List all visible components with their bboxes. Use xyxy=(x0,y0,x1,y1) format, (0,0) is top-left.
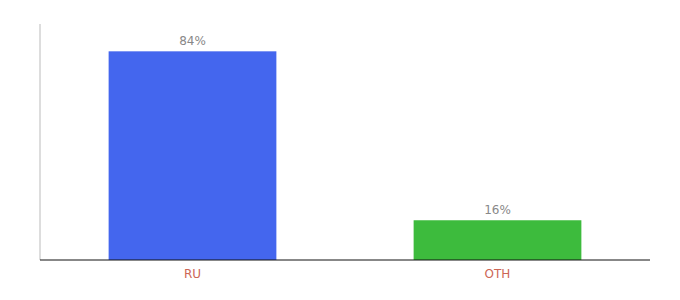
x-tick-label: RU xyxy=(184,267,201,281)
x-tick-label: OTH xyxy=(485,267,511,281)
y-axis-line xyxy=(40,24,41,260)
bar xyxy=(109,51,277,260)
x-axis-line xyxy=(40,260,650,261)
data-label: 16% xyxy=(484,203,511,217)
data-label: 84% xyxy=(179,34,206,48)
bars xyxy=(109,51,582,260)
bar xyxy=(414,220,582,260)
chart-container: RU OTH 84% 16% xyxy=(0,0,680,300)
chart-svg: RU OTH 84% 16% xyxy=(0,0,680,300)
